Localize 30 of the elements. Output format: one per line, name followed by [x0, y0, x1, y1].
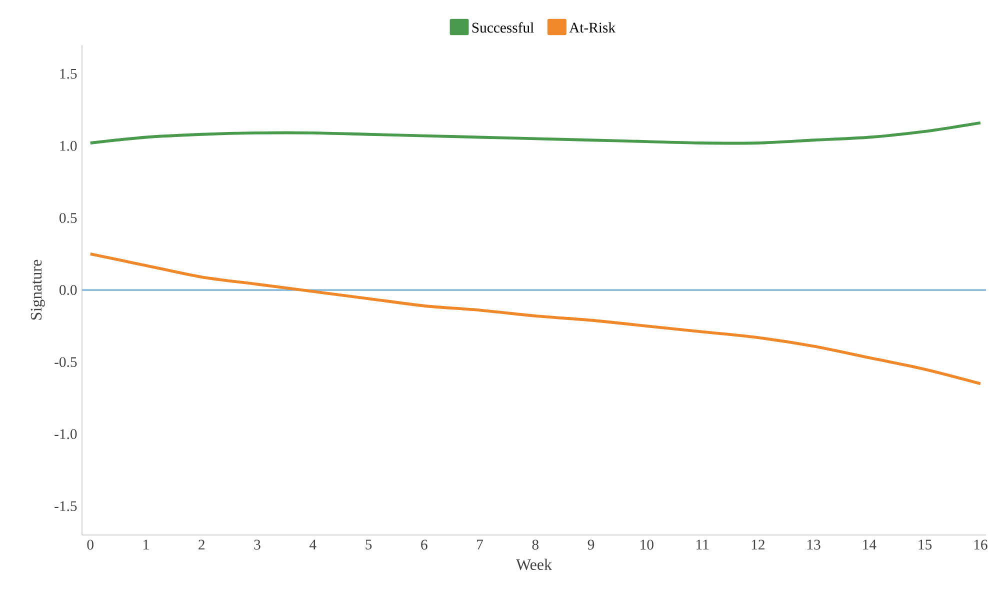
x-tick-label: 4	[309, 540, 316, 550]
y-tick-label: 0.0	[60, 285, 77, 295]
y-tick-label: 1.5	[60, 68, 77, 79]
y-tick-label: -0.5	[54, 357, 77, 368]
x-tick-label: 0	[87, 540, 94, 550]
x-tick-label: 8	[532, 540, 539, 550]
x-tick-label: 12	[752, 540, 764, 550]
x-axis-title: Week	[516, 558, 552, 570]
x-tick-label: 3	[254, 540, 260, 550]
x-tick-label: 1	[144, 540, 149, 550]
line-series	[88, 121, 982, 145]
y-tick-label: 0.5	[60, 212, 77, 223]
y-tick-label: -1.5	[54, 501, 77, 512]
legend-label: At-Risk	[569, 22, 616, 33]
x-tick-label: 2	[198, 540, 204, 550]
x-tick-label: 5	[366, 540, 372, 550]
x-tick-label: 9	[588, 540, 594, 550]
x-tick-label: 10	[640, 540, 654, 550]
x-tick-label: 16	[974, 540, 988, 550]
x-tick-label: 7	[477, 540, 483, 550]
y-tick-label: 1.0	[60, 140, 77, 151]
x-tick-label: 14	[863, 540, 876, 550]
y-tick-label: -1.0	[54, 429, 77, 440]
x-tick-label: 11	[696, 540, 708, 550]
legend-label: Successful	[472, 22, 534, 33]
x-tick-label: 13	[808, 540, 820, 550]
x-tick-label: 6	[421, 540, 428, 550]
y-axis-title: Signature	[30, 260, 45, 320]
line-series	[88, 252, 982, 386]
x-tick-label: 15	[918, 540, 932, 550]
